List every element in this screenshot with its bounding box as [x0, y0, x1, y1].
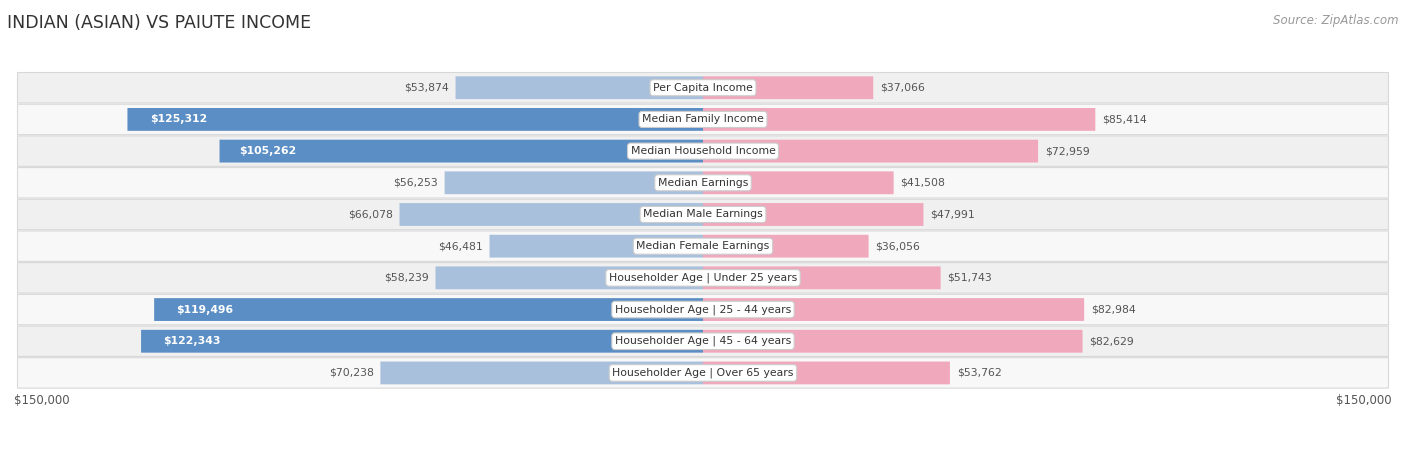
- Text: Householder Age | 45 - 64 years: Householder Age | 45 - 64 years: [614, 336, 792, 347]
- Text: Householder Age | Under 25 years: Householder Age | Under 25 years: [609, 273, 797, 283]
- Text: $82,629: $82,629: [1090, 336, 1135, 346]
- Text: $150,000: $150,000: [1336, 394, 1392, 407]
- Text: $47,991: $47,991: [931, 210, 974, 219]
- Text: $122,343: $122,343: [163, 336, 221, 346]
- Text: $36,056: $36,056: [876, 241, 921, 251]
- FancyBboxPatch shape: [17, 358, 1389, 388]
- FancyBboxPatch shape: [17, 168, 1389, 198]
- FancyBboxPatch shape: [703, 267, 941, 289]
- FancyBboxPatch shape: [17, 231, 1389, 262]
- Text: $56,253: $56,253: [394, 178, 437, 188]
- Text: $37,066: $37,066: [880, 83, 925, 93]
- FancyBboxPatch shape: [17, 104, 1389, 134]
- FancyBboxPatch shape: [703, 108, 1095, 131]
- FancyBboxPatch shape: [17, 262, 1389, 293]
- Text: $66,078: $66,078: [347, 210, 392, 219]
- FancyBboxPatch shape: [17, 294, 1389, 325]
- FancyBboxPatch shape: [219, 140, 703, 163]
- Text: $53,874: $53,874: [404, 83, 449, 93]
- FancyBboxPatch shape: [17, 199, 1389, 230]
- Text: $72,959: $72,959: [1045, 146, 1090, 156]
- FancyBboxPatch shape: [703, 171, 894, 194]
- Text: $85,414: $85,414: [1102, 114, 1147, 124]
- FancyBboxPatch shape: [703, 76, 873, 99]
- Text: $82,984: $82,984: [1091, 304, 1136, 315]
- Text: $70,238: $70,238: [329, 368, 374, 378]
- Text: $51,743: $51,743: [948, 273, 993, 283]
- Text: Householder Age | 25 - 44 years: Householder Age | 25 - 44 years: [614, 304, 792, 315]
- Text: $46,481: $46,481: [437, 241, 482, 251]
- Text: $105,262: $105,262: [239, 146, 297, 156]
- Text: INDIAN (ASIAN) VS PAIUTE INCOME: INDIAN (ASIAN) VS PAIUTE INCOME: [7, 14, 311, 32]
- Text: Median Earnings: Median Earnings: [658, 178, 748, 188]
- FancyBboxPatch shape: [703, 140, 1038, 163]
- FancyBboxPatch shape: [17, 72, 1389, 103]
- Text: Median Household Income: Median Household Income: [630, 146, 776, 156]
- Text: $119,496: $119,496: [176, 304, 233, 315]
- FancyBboxPatch shape: [399, 203, 703, 226]
- Text: $53,762: $53,762: [957, 368, 1001, 378]
- FancyBboxPatch shape: [703, 203, 924, 226]
- FancyBboxPatch shape: [141, 330, 703, 353]
- FancyBboxPatch shape: [703, 361, 950, 384]
- FancyBboxPatch shape: [703, 298, 1084, 321]
- FancyBboxPatch shape: [444, 171, 703, 194]
- FancyBboxPatch shape: [128, 108, 703, 131]
- Text: $58,239: $58,239: [384, 273, 429, 283]
- Text: $125,312: $125,312: [150, 114, 208, 124]
- FancyBboxPatch shape: [17, 136, 1389, 166]
- FancyBboxPatch shape: [381, 361, 703, 384]
- FancyBboxPatch shape: [436, 267, 703, 289]
- FancyBboxPatch shape: [155, 298, 703, 321]
- Text: Median Male Earnings: Median Male Earnings: [643, 210, 763, 219]
- Text: Median Female Earnings: Median Female Earnings: [637, 241, 769, 251]
- FancyBboxPatch shape: [489, 235, 703, 258]
- Text: $41,508: $41,508: [900, 178, 945, 188]
- FancyBboxPatch shape: [703, 330, 1083, 353]
- Text: Per Capita Income: Per Capita Income: [652, 83, 754, 93]
- Text: $150,000: $150,000: [14, 394, 70, 407]
- Text: Source: ZipAtlas.com: Source: ZipAtlas.com: [1274, 14, 1399, 27]
- FancyBboxPatch shape: [456, 76, 703, 99]
- Text: Median Family Income: Median Family Income: [643, 114, 763, 124]
- Text: Householder Age | Over 65 years: Householder Age | Over 65 years: [612, 368, 794, 378]
- FancyBboxPatch shape: [17, 326, 1389, 356]
- FancyBboxPatch shape: [703, 235, 869, 258]
